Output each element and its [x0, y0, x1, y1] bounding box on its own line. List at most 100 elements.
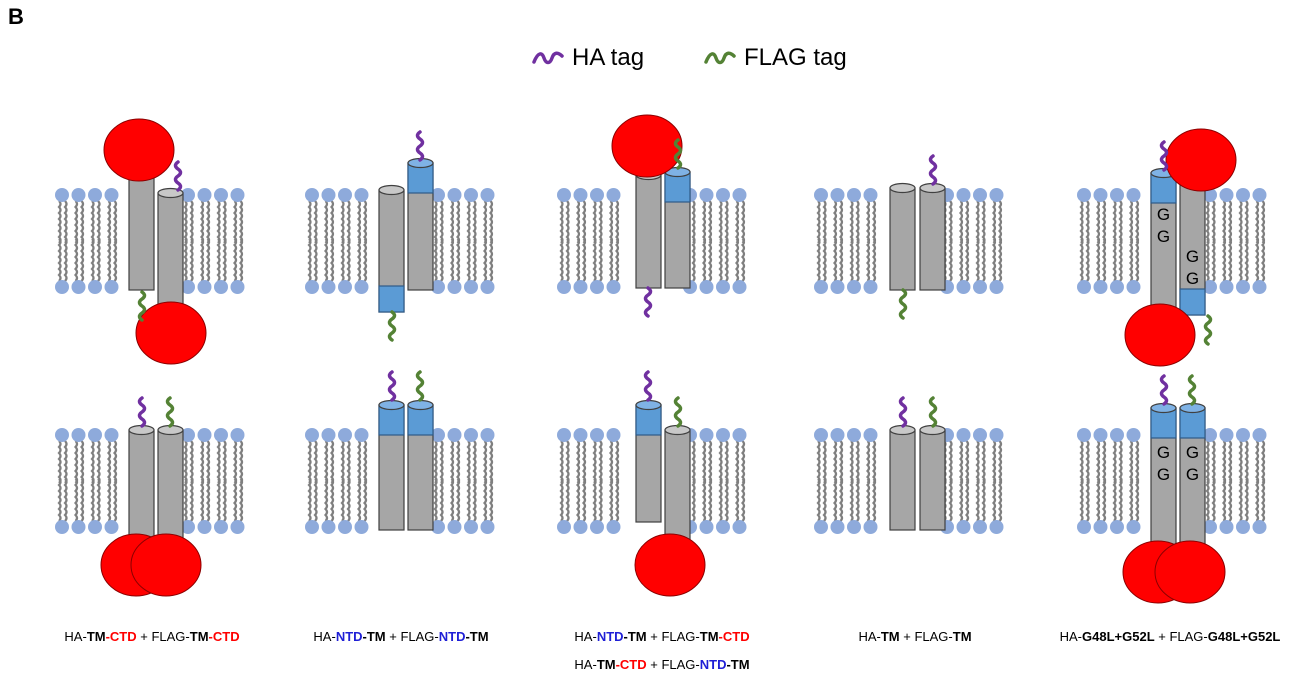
ha-tag-icon	[898, 396, 908, 428]
caption-segment: HA-	[64, 629, 87, 644]
lipid-head	[88, 428, 102, 442]
lipid-head	[989, 428, 1004, 442]
flag-tag-icon	[673, 138, 683, 170]
membrane-bilayer	[305, 188, 495, 294]
lipid-tails	[575, 200, 587, 282]
lipid-head	[1093, 280, 1108, 294]
lipid-head	[863, 280, 878, 294]
lipid-tails	[701, 440, 713, 522]
lipid-tails	[608, 200, 620, 282]
ha-tag-icon	[1159, 140, 1169, 172]
lipid-tails	[356, 440, 368, 522]
lipid-head	[557, 280, 571, 294]
lipid-head	[55, 520, 69, 534]
lipid-head	[338, 520, 352, 534]
lipid-head	[104, 520, 119, 534]
lipid-tails	[991, 440, 1003, 522]
lipid-head	[989, 520, 1004, 534]
lipid-head	[1236, 520, 1250, 534]
lipid-tails	[232, 200, 244, 282]
lipid-head	[590, 520, 604, 534]
lipid-head	[480, 188, 495, 202]
lipid-head	[181, 280, 195, 294]
lipid-head	[104, 428, 119, 442]
lipid-head	[321, 280, 336, 294]
caption-segment: -CTD	[718, 629, 750, 644]
lipid-tails	[734, 440, 746, 522]
lipid-head	[464, 280, 478, 294]
lipid-tails	[482, 440, 494, 522]
lipid-tails	[832, 200, 844, 282]
lipid-head	[1203, 280, 1217, 294]
lipid-head	[230, 428, 245, 442]
lipid-head	[88, 280, 102, 294]
lipid-head	[197, 520, 212, 534]
construct-caption: HA-TM-CTD + FLAG-NTD-TM	[537, 657, 787, 672]
lipid-tails	[1112, 440, 1123, 522]
caption-segment: TM	[880, 629, 900, 644]
lipid-head	[573, 428, 588, 442]
caption-segment: -TM	[623, 629, 647, 644]
lipid-head	[1126, 188, 1141, 202]
flag-tag-icon	[387, 310, 397, 342]
lipid-head	[699, 188, 714, 202]
lipid-tails	[849, 200, 860, 282]
lipid-head	[431, 280, 445, 294]
lipid-head	[847, 520, 861, 534]
legend-flag-label: FLAG tag	[744, 44, 847, 71]
dimer-tm-antiparallel	[889, 154, 946, 320]
lipid-tails	[340, 200, 351, 282]
lipid-head	[590, 188, 604, 202]
lipid-head	[716, 280, 730, 294]
lipid-head	[606, 280, 621, 294]
lipid-tails	[1221, 200, 1233, 282]
lipid-head	[956, 428, 971, 442]
legend-ha-tag: HA tag	[532, 42, 644, 74]
gg-motif-letter: G	[1157, 465, 1170, 484]
lipid-tails	[608, 440, 620, 522]
lipid-head	[1236, 188, 1250, 202]
lipid-head	[88, 520, 102, 534]
lipid-tails	[482, 200, 494, 282]
lipid-tails	[356, 200, 368, 282]
caption-segment: HA-	[313, 629, 336, 644]
caption-segment: TM	[189, 629, 209, 644]
lipid-tails	[183, 200, 194, 282]
caption-segment: + FLAG-	[646, 657, 700, 672]
lipid-head	[55, 280, 69, 294]
lipid-head	[830, 280, 845, 294]
lipid-tails	[865, 200, 877, 282]
lipid-head	[321, 428, 336, 442]
lipid-tails	[1079, 200, 1090, 282]
membrane-bilayer	[1077, 188, 1267, 294]
lipid-head	[181, 520, 195, 534]
caption-segment: -CTD	[105, 629, 137, 644]
caption-segment: -CTD	[208, 629, 240, 644]
lipid-head	[732, 520, 747, 534]
legend-flag-tag: FLAG tag	[704, 42, 847, 74]
caption-segment: TM	[596, 657, 616, 672]
ha-tag-icon	[928, 154, 938, 186]
lipid-head	[1093, 520, 1108, 534]
lipid-tails	[90, 200, 101, 282]
caption-segment: HA-	[1059, 629, 1083, 644]
lipid-head	[480, 280, 495, 294]
tm-helix	[889, 429, 916, 531]
lipid-head	[197, 280, 212, 294]
lipid-head	[1126, 520, 1141, 534]
lipid-tails	[307, 200, 318, 282]
lipid-head	[305, 520, 319, 534]
lipid-tails	[73, 200, 85, 282]
lipid-head	[71, 520, 86, 534]
flag-tag-icon	[137, 290, 147, 322]
ctd-domain	[1154, 540, 1226, 604]
ha-tag-icon	[387, 370, 397, 402]
caption-segment: + FLAG-	[136, 629, 190, 644]
panel-label: B	[8, 4, 24, 29]
lipid-head	[573, 520, 588, 534]
lipid-tails	[73, 440, 85, 522]
lipid-head	[606, 188, 621, 202]
lipid-head	[305, 428, 319, 442]
lipid-head	[88, 188, 102, 202]
ctd-domain	[130, 533, 202, 597]
